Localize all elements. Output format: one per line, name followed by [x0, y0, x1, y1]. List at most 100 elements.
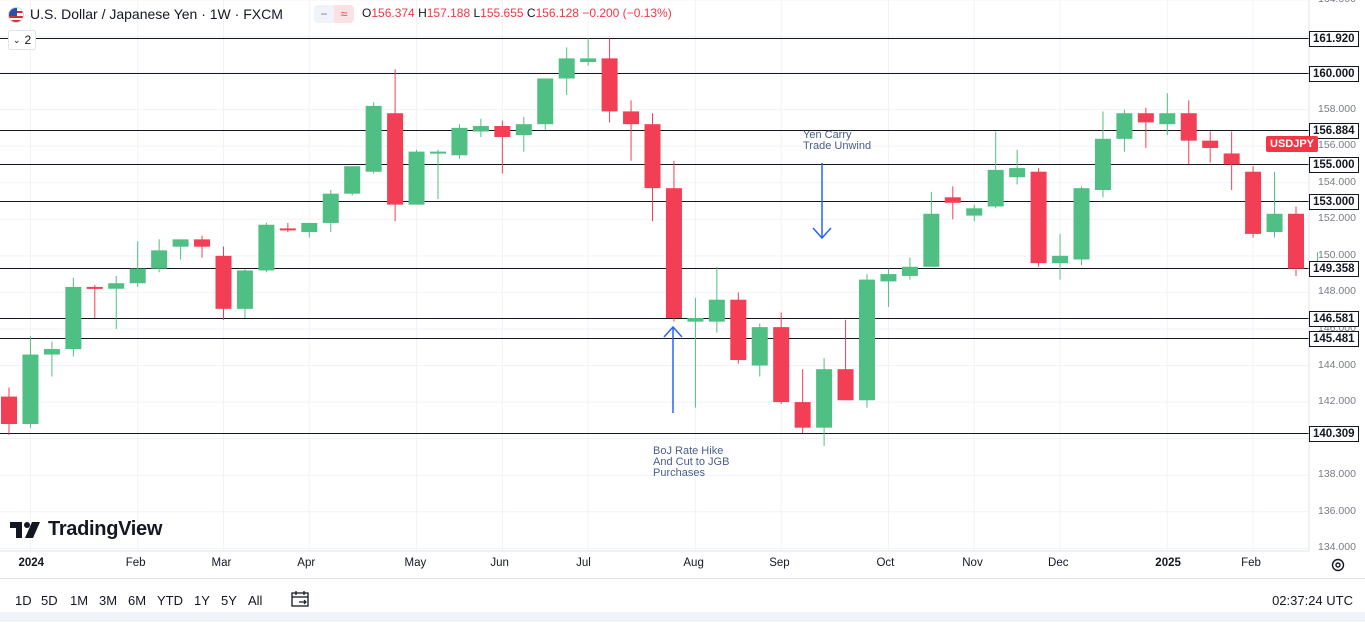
- candle[interactable]: [1288, 206, 1304, 276]
- candle[interactable]: [1009, 149, 1026, 185]
- candle-body: [730, 299, 747, 361]
- candle[interactable]: [215, 246, 232, 320]
- candle[interactable]: [1030, 168, 1047, 267]
- candle-body: [1030, 171, 1047, 264]
- candle[interactable]: [129, 241, 146, 287]
- candle[interactable]: [22, 336, 39, 428]
- candle[interactable]: [1245, 166, 1262, 238]
- wave-icon[interactable]: ≈: [334, 5, 354, 23]
- candle-body: [515, 124, 532, 136]
- candle-body: [1180, 113, 1197, 141]
- candle[interactable]: [236, 268, 253, 318]
- timeframe-button-5y[interactable]: 5Y: [221, 593, 237, 608]
- candle[interactable]: [644, 113, 661, 222]
- candle[interactable]: [687, 297, 704, 408]
- candle[interactable]: [1052, 233, 1069, 280]
- candle[interactable]: [43, 341, 60, 377]
- timeframe-button-3m[interactable]: 3M: [99, 593, 118, 608]
- candle[interactable]: [1266, 171, 1283, 238]
- candle[interactable]: [665, 160, 682, 322]
- candle[interactable]: [472, 118, 489, 137]
- candle[interactable]: [1137, 107, 1154, 148]
- candle[interactable]: [430, 149, 446, 200]
- price-tick: 134.000: [1318, 541, 1356, 554]
- price-tick: 148.000: [1318, 285, 1356, 298]
- tradingview-logo[interactable]: TradingView: [10, 518, 162, 541]
- timeframe-button-6m[interactable]: 6M: [128, 593, 147, 608]
- time-tick: May: [404, 557, 427, 569]
- candle[interactable]: [258, 222, 275, 273]
- candle[interactable]: [837, 319, 854, 401]
- candle[interactable]: [966, 204, 983, 222]
- candle[interactable]: [1223, 131, 1240, 191]
- candle[interactable]: [708, 266, 725, 333]
- time-tick: Jul: [576, 557, 591, 569]
- timeframe-button-1d[interactable]: 1D: [15, 593, 32, 608]
- candle[interactable]: [365, 102, 382, 174]
- candle[interactable]: [1094, 111, 1111, 198]
- timeframe-button-ytd[interactable]: YTD: [157, 593, 183, 608]
- candle[interactable]: [944, 186, 961, 220]
- candle-body: [1, 396, 17, 425]
- candle[interactable]: [623, 100, 640, 161]
- candle[interactable]: [751, 323, 768, 377]
- candle[interactable]: [344, 166, 361, 196]
- candle[interactable]: [1159, 93, 1176, 136]
- symbol-badge: USDJPY: [1266, 136, 1319, 152]
- candle[interactable]: [322, 190, 339, 233]
- candle[interactable]: [86, 285, 103, 318]
- timeframe-button-all[interactable]: All: [248, 593, 263, 608]
- candle-body: [430, 151, 446, 154]
- calendar-icon[interactable]: [290, 589, 310, 609]
- candle[interactable]: [151, 239, 168, 273]
- timeframe-button-1m[interactable]: 1M: [70, 593, 89, 608]
- candle[interactable]: [773, 312, 790, 404]
- indicators-collapse-button[interactable]: ⌄ 2: [8, 30, 37, 50]
- candle[interactable]: [794, 369, 811, 434]
- minus-icon[interactable]: −: [314, 5, 334, 23]
- candle[interactable]: [601, 38, 618, 123]
- time-tick: Nov: [962, 557, 983, 569]
- candle[interactable]: [537, 78, 554, 130]
- candle[interactable]: [408, 149, 425, 205]
- timeframe-button-5d[interactable]: 5D: [41, 593, 58, 608]
- candle[interactable]: [194, 235, 211, 258]
- level-price-label: 140.309: [1309, 425, 1359, 442]
- candle[interactable]: [923, 191, 940, 267]
- candle[interactable]: [65, 277, 82, 357]
- candle-body: [923, 213, 940, 267]
- candle[interactable]: [301, 222, 318, 238]
- candle-body: [194, 239, 211, 247]
- candle[interactable]: [859, 274, 875, 408]
- indicator-toggle[interactable]: − ≈: [314, 5, 354, 23]
- candle[interactable]: [494, 120, 511, 174]
- time-tick: Sep: [769, 557, 790, 569]
- annotation-arrows: [663, 163, 832, 413]
- candle[interactable]: [172, 239, 189, 260]
- candle[interactable]: [1, 387, 17, 435]
- candle[interactable]: [987, 131, 1004, 209]
- timeframe-button-1y[interactable]: 1Y: [194, 593, 210, 608]
- candle[interactable]: [1073, 186, 1090, 265]
- candle[interactable]: [730, 292, 747, 364]
- price-chart[interactable]: [0, 0, 1365, 578]
- candle[interactable]: [279, 222, 296, 233]
- candle[interactable]: [515, 116, 532, 152]
- candle[interactable]: [901, 257, 918, 280]
- candle[interactable]: [1202, 131, 1219, 163]
- candle-body: [1073, 188, 1090, 260]
- candle[interactable]: [880, 268, 897, 308]
- candle[interactable]: [580, 38, 597, 66]
- level-price-label: 153.000: [1309, 193, 1359, 210]
- candle[interactable]: [387, 69, 404, 222]
- clock[interactable]: 02:37:24 UTC: [1272, 593, 1353, 608]
- candle[interactable]: [1180, 100, 1197, 165]
- time-tick: Mar: [211, 557, 232, 569]
- candle[interactable]: [1116, 109, 1133, 152]
- candle[interactable]: [558, 47, 575, 95]
- candle[interactable]: [108, 275, 125, 329]
- symbol-title[interactable]: U.S. Dollar / Japanese Yen · 1W · FXCM: [30, 6, 283, 22]
- candle[interactable]: [816, 358, 833, 446]
- candle[interactable]: [451, 124, 468, 159]
- gear-icon[interactable]: [1330, 557, 1346, 573]
